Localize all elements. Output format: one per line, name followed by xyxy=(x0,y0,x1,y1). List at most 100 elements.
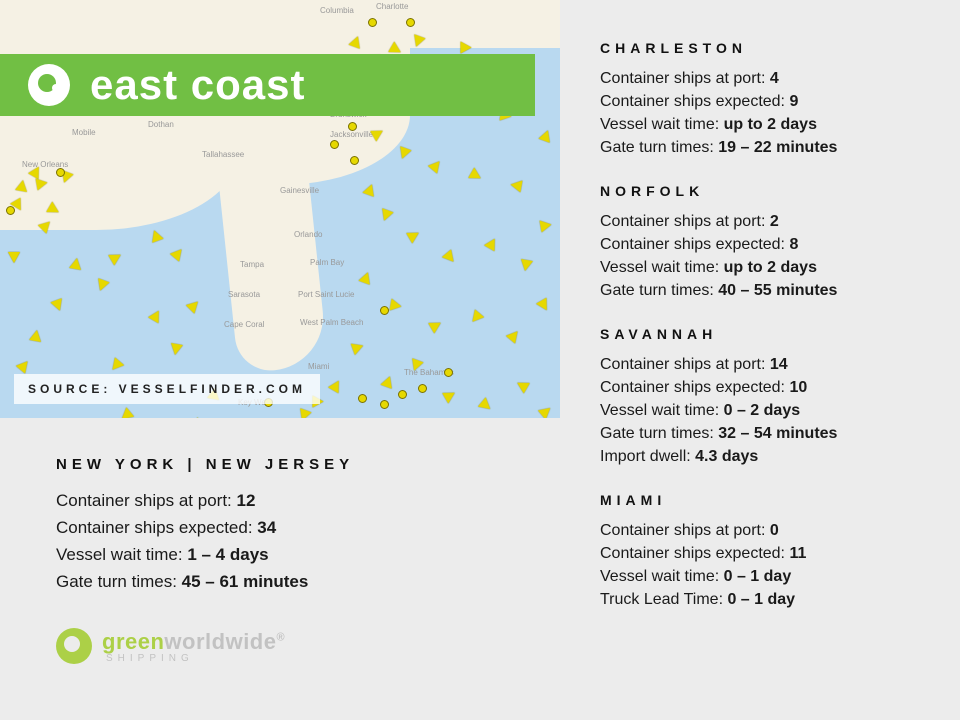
port-stat-value: 0 xyxy=(770,522,779,539)
vessel-icon xyxy=(148,228,163,242)
port-stat-value: 0 – 1 day xyxy=(724,568,792,585)
map-city-label: Dothan xyxy=(148,120,174,129)
map-city-label: Charlotte xyxy=(376,2,408,11)
port-block: NORFOLK Container ships at port: 2 Contain… xyxy=(600,183,920,300)
page: ColumbiaCharlotteHattiesburgMobileDothan… xyxy=(0,0,960,720)
port-dot-icon xyxy=(398,390,407,399)
map-area: ColumbiaCharlotteHattiesburgMobileDothan… xyxy=(0,0,560,418)
port-stat-line: Container ships at port: 14 xyxy=(600,356,920,374)
port-stat-label: Vessel wait time: xyxy=(56,545,187,564)
vessel-icon xyxy=(406,228,422,244)
port-dot-icon xyxy=(368,18,377,27)
port-stat-label: Container ships expected: xyxy=(600,545,789,562)
left-column: ColumbiaCharlotteHattiesburgMobileDothan… xyxy=(0,0,560,720)
footer-reg: ® xyxy=(276,631,285,643)
vessel-icon xyxy=(15,179,29,192)
vessel-icon xyxy=(94,278,109,292)
port-stat-line: Container ships at port: 12 xyxy=(56,491,516,511)
port-stat-label: Vessel wait time: xyxy=(600,568,724,585)
vessel-icon xyxy=(69,257,83,270)
map-city-label: Palm Bay xyxy=(310,258,344,267)
vessel-icon xyxy=(442,388,458,404)
port-stat-line: Gate turn times: 45 – 61 minutes xyxy=(56,572,516,592)
port-block: CHARLESTON Container ships at port: 4Cont… xyxy=(600,40,920,157)
vessel-icon xyxy=(538,128,553,142)
port-stat-value: up to 2 days xyxy=(724,116,817,133)
port-stat-value: 32 – 54 minutes xyxy=(718,425,837,442)
vessel-icon xyxy=(36,177,49,191)
vessel-icon xyxy=(186,297,202,313)
vessel-icon xyxy=(396,146,411,160)
port-stat-line: Gate turn times: 40 – 55 minutes xyxy=(600,282,920,300)
footer-logo-text: greenworldwide® SHIPPING xyxy=(102,629,285,664)
port-dot-icon xyxy=(330,140,339,149)
port-title: NORFOLK xyxy=(600,183,920,199)
vessel-icon xyxy=(118,407,134,418)
port-stat-value: 19 – 22 minutes xyxy=(718,139,837,156)
port-stat-value: 11 xyxy=(789,545,806,562)
port-stat-line: Container ships expected: 11 xyxy=(600,545,920,563)
port-stat-line: Import dwell: 4.3 days xyxy=(600,448,920,466)
map-city-label: Jacksonville xyxy=(330,130,373,139)
vessel-icon xyxy=(362,182,377,196)
vessel-icon xyxy=(468,168,484,184)
vessel-icon xyxy=(358,270,373,284)
port-stat-label: Container ships at port: xyxy=(600,70,770,87)
port-stat-label: Container ships at port: xyxy=(56,491,236,510)
vessel-icon xyxy=(29,329,43,342)
vessel-icon xyxy=(8,252,20,263)
port-dot-icon xyxy=(6,206,15,215)
left-port-list: NEW YORK | NEW JERSEYContainer ships at … xyxy=(0,418,560,674)
port-stat-line: Truck Lead Time: 0 – 1 day xyxy=(600,591,920,609)
port-stat-line: Container ships at port: 0 xyxy=(600,522,920,540)
port-stat-line: Container ships expected: 10 xyxy=(600,379,920,397)
vessel-icon xyxy=(296,408,311,418)
port-stat-label: Gate turn times: xyxy=(56,572,182,591)
vessel-icon xyxy=(536,298,552,314)
port-title: SAVANNAH xyxy=(600,326,920,342)
port-stat-value: 1 – 4 days xyxy=(187,545,268,564)
port-stat-line: Container ships at port: 4 xyxy=(600,70,920,88)
vessel-icon xyxy=(461,42,472,54)
port-stat-line: Container ships expected: 34 xyxy=(56,518,516,538)
port-stat-line: Vessel wait time: 0 – 2 days xyxy=(600,402,920,420)
vessel-icon xyxy=(519,259,533,272)
port-dot-icon xyxy=(348,122,357,131)
port-stat-value: 12 xyxy=(236,491,255,510)
map-city-label: Columbia xyxy=(320,6,354,15)
port-dot-icon xyxy=(380,400,389,409)
port-stat-label: Container ships at port: xyxy=(600,522,770,539)
port-stat-label: Gate turn times: xyxy=(600,139,718,156)
port-dot-icon xyxy=(380,306,389,315)
port-stat-label: Container ships expected: xyxy=(600,236,789,253)
map-source-label: SOURCE: VESSELFINDER.COM xyxy=(14,374,320,404)
vessel-icon xyxy=(468,309,484,325)
port-stat-line: Gate turn times: 32 – 54 minutes xyxy=(600,425,920,443)
port-stat-value: 4.3 days xyxy=(695,448,758,465)
port-stat-value: 4 xyxy=(770,70,779,87)
map-city-label: Sarasota xyxy=(228,290,260,299)
port-title: CHARLESTON xyxy=(600,40,920,56)
port-stat-label: Gate turn times: xyxy=(600,282,718,299)
port-stat-label: Vessel wait time: xyxy=(600,402,724,419)
page-title: east coast xyxy=(90,61,305,109)
vessel-icon xyxy=(351,340,365,355)
port-stat-label: Import dwell: xyxy=(600,448,695,465)
vessel-icon xyxy=(170,245,186,261)
port-stat-value: up to 2 days xyxy=(724,259,817,276)
port-stat-line: Container ships at port: 2 xyxy=(600,213,920,231)
brand-logo-icon xyxy=(28,64,70,106)
vessel-icon xyxy=(538,403,554,418)
map-city-label: Gainesville xyxy=(280,186,319,195)
map-city-label: Cape Coral xyxy=(224,320,264,329)
port-stat-label: Vessel wait time: xyxy=(600,259,724,276)
footer-brand-grey: worldwide xyxy=(164,629,276,654)
vessel-icon xyxy=(390,299,403,313)
map-city-label: Tallahassee xyxy=(202,150,244,159)
map-city-label: Orlando xyxy=(294,230,322,239)
vessel-icon xyxy=(190,417,206,418)
vessel-icon xyxy=(108,357,124,373)
footer-logo: greenworldwide® SHIPPING xyxy=(56,628,516,664)
footer-brand-green: green xyxy=(102,629,164,654)
port-dot-icon xyxy=(418,384,427,393)
